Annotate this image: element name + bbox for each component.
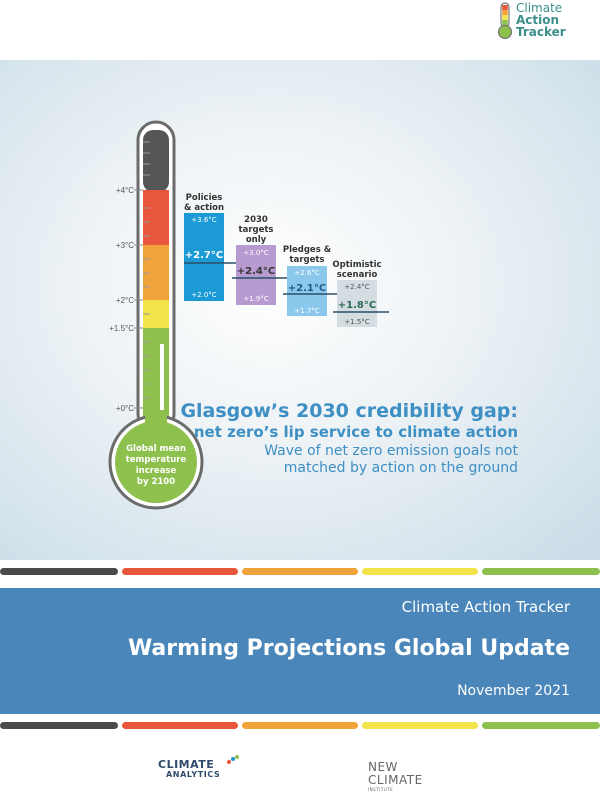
range-low: +1.9°C: [243, 295, 268, 303]
bulb-text-line-1: Global mean: [126, 444, 186, 454]
scale-label-4c: +4°C: [116, 186, 134, 195]
scenario-title-line: Policies: [186, 193, 223, 203]
range-low: +2.0°C: [191, 291, 216, 299]
central-estimate: +2.1°C: [288, 283, 326, 294]
range-high: +2.6°C: [294, 269, 319, 277]
scenario-title-line: only: [246, 235, 267, 245]
new-climate-line-1: NEW: [368, 760, 398, 774]
thermometer-scale: [143, 130, 169, 420]
color-stripes-top: [0, 568, 600, 575]
scenario-title-line: Optimistic: [332, 260, 381, 270]
range-high: +2.4°C: [344, 283, 369, 291]
scenario-title-line: scenario: [337, 270, 378, 280]
report-date: November 2021: [457, 683, 570, 699]
central-estimate: +2.4°C: [237, 266, 275, 277]
headline: Glasgow’s 2030 credibility gap:: [180, 400, 518, 422]
central-estimate: +1.8°C: [338, 300, 376, 311]
subtitle-line-2: matched by action on the ground: [283, 460, 518, 476]
new-climate-line-3: INSTITUTE: [368, 787, 394, 792]
title-banner: Climate Action Tracker Warming Projectio…: [0, 588, 600, 714]
climate-analytics-line-1: CLIMATE: [158, 758, 215, 771]
range-bar: [236, 245, 276, 305]
bulb-text-line-2: temperature: [126, 455, 187, 465]
subtitle-line-1: Wave of net zero emission goals not: [264, 443, 518, 459]
hero-infographic: +4°C +3°C +2°C +1.5°C +0°C Global mean t…: [0, 60, 600, 560]
scale-label-1-5c: +1.5°C: [109, 324, 134, 333]
scenario-policies-action: Policies & action +3.6°C +2.7°C +2.0°C: [184, 193, 236, 301]
color-stripes-bottom: [0, 722, 600, 729]
scale-ticks: [134, 189, 143, 409]
scenario-title-line: 2030: [244, 215, 268, 225]
dots-icon: [227, 755, 239, 764]
scenario-2030-targets-only: 2030 targets only +3.0°C +2.4°C +1.9°C: [232, 215, 288, 305]
new-climate-institute-logo: NEW CLIMATE INSTITUTE: [368, 760, 448, 792]
scenario-title-line: & action: [184, 203, 224, 213]
scale-label-3c: +3°C: [116, 241, 134, 250]
new-climate-line-2: CLIMATE: [368, 773, 423, 787]
thermometer-bulb: [115, 421, 197, 503]
bulb-text-line-4: by 2100: [137, 477, 175, 487]
climate-analytics-logo: CLIMATE ANALYTICS: [158, 755, 248, 784]
scenario-title-line: targets: [239, 225, 274, 235]
logo-line-action: Action: [516, 13, 560, 27]
scenario-pledges-targets: Pledges & targets +2.6°C +2.1°C +1.7°C: [283, 245, 339, 316]
central-estimate: +2.7°C: [185, 250, 223, 261]
range-high: +3.0°C: [243, 249, 268, 257]
banner-organization: Climate Action Tracker: [401, 598, 570, 616]
range-bar: [184, 213, 224, 301]
logo-line-climate: Climate: [516, 1, 563, 15]
scenario-title-line: Pledges &: [283, 245, 332, 255]
report-title: Warming Projections Global Update: [127, 636, 570, 661]
climate-analytics-line-2: ANALYTICS: [166, 770, 221, 779]
logo-line-tracker: Tracker: [516, 25, 566, 39]
scale-label-0c: +0°C: [116, 404, 134, 413]
scenario-optimistic: Optimistic scenario +2.4°C +1.8°C +1.5°C: [332, 260, 389, 327]
climate-action-tracker-logo: Climate Action Tracker: [496, 2, 596, 40]
range-bar: [337, 280, 377, 327]
range-high: +3.6°C: [191, 216, 216, 224]
range-low: +1.7°C: [294, 307, 319, 315]
range-bar: [287, 266, 327, 316]
headline-second-line: net zero’s lip service to climate action: [193, 423, 518, 441]
scenario-title-line: targets: [290, 255, 325, 265]
thermometer-logo-icon: [497, 2, 513, 40]
temperature-infographic: +4°C +3°C +2°C +1.5°C +0°C Global mean t…: [108, 120, 389, 510]
range-low: +1.5°C: [344, 318, 369, 326]
scale-label-2c: +2°C: [116, 296, 134, 305]
bulb-text-line-3: increase: [136, 466, 177, 476]
